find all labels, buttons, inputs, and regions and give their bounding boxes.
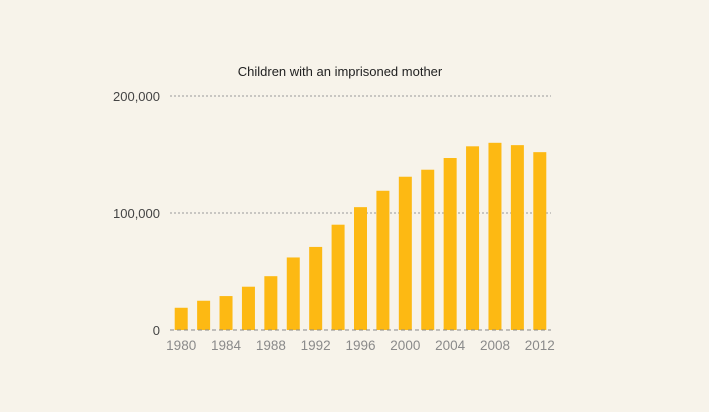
bar-1992 <box>309 246 323 330</box>
bar-1990 <box>286 257 300 330</box>
bar-1980 <box>174 307 188 330</box>
bar-2002 <box>421 169 435 330</box>
x-tick-label: 1984 <box>211 338 242 353</box>
x-tick-label: 2004 <box>435 338 466 353</box>
bars <box>174 142 547 330</box>
bar-2004 <box>443 158 457 330</box>
x-tick-label: 2000 <box>390 338 420 353</box>
bar-1984 <box>219 296 233 330</box>
bar-1982 <box>197 300 211 330</box>
bar-1986 <box>241 286 255 330</box>
bar-2008 <box>488 142 502 330</box>
x-tick-label: 1992 <box>301 338 331 353</box>
bar-2000 <box>398 176 412 330</box>
y-tick-label: 100,000 <box>113 206 160 221</box>
bar-1998 <box>376 190 390 330</box>
x-tick-label: 2008 <box>480 338 510 353</box>
y-tick-label: 200,000 <box>113 89 160 104</box>
bar-2012 <box>533 152 547 330</box>
axes: 0 100,000 200,000 1980 1984 1988 1992 1996 2000 2… <box>113 89 555 353</box>
x-tick-label: 1988 <box>256 338 286 353</box>
x-tick-label: 2012 <box>525 338 555 353</box>
bar-2006 <box>466 146 480 330</box>
y-tick-label: 0 <box>153 323 160 338</box>
gridlines <box>170 95 551 214</box>
bar-1988 <box>264 276 278 330</box>
chart-title: Children with an imprisoned mother <box>238 64 443 79</box>
bar-1994 <box>331 224 345 330</box>
x-tick-label: 1996 <box>345 338 375 353</box>
bar-1996 <box>354 207 367 330</box>
bar-2010 <box>510 145 524 330</box>
x-tick-label: 1980 <box>166 338 196 353</box>
